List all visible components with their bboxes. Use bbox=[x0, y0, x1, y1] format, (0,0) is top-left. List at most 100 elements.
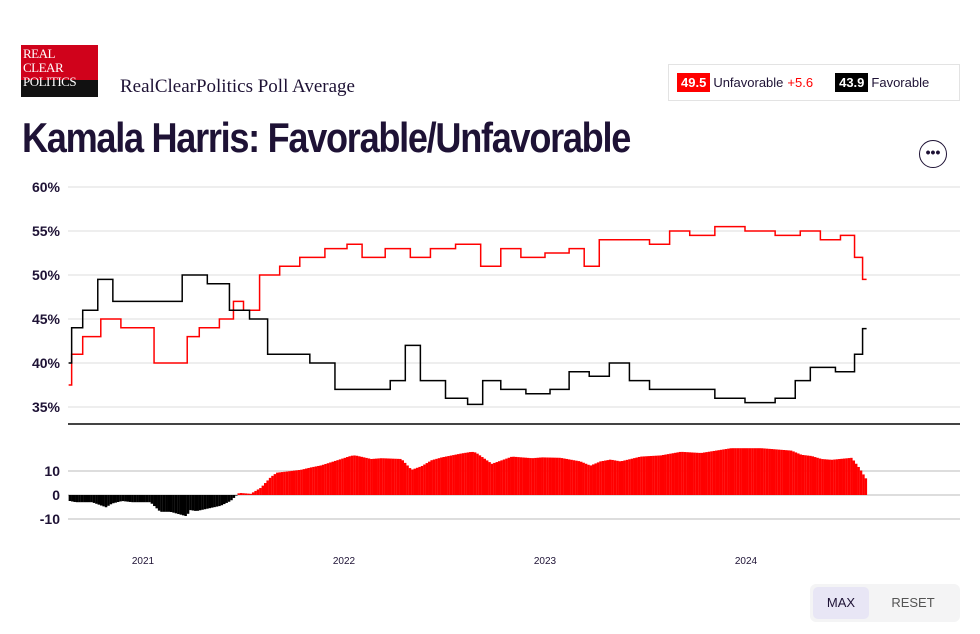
spread-bar bbox=[524, 457, 527, 495]
spread-bar bbox=[244, 493, 248, 495]
spread-bar bbox=[572, 460, 576, 495]
spread-bar bbox=[408, 468, 412, 495]
spread-bar bbox=[374, 458, 378, 495]
x-tick-label: 2022 bbox=[333, 556, 356, 567]
spread-bar bbox=[724, 449, 728, 495]
spread-bar bbox=[859, 470, 863, 495]
spread-bar bbox=[430, 460, 433, 495]
spread-bar bbox=[437, 458, 441, 495]
spread-bar bbox=[360, 456, 363, 495]
spread-bar bbox=[784, 450, 788, 495]
spread-bar bbox=[702, 452, 706, 495]
spread-bar bbox=[719, 449, 723, 495]
spread-bar bbox=[136, 495, 139, 503]
spread-bar bbox=[372, 458, 376, 495]
spread-bar bbox=[237, 493, 240, 495]
spread-bar bbox=[760, 448, 764, 495]
spread-bar bbox=[801, 454, 805, 495]
spread-bar bbox=[423, 464, 426, 495]
spread-bar bbox=[857, 466, 860, 495]
spread-bar bbox=[553, 457, 556, 495]
spread-bar bbox=[162, 495, 166, 512]
spread-bar bbox=[314, 466, 318, 495]
spread-bar bbox=[555, 457, 559, 495]
spread-value: +5.6 bbox=[787, 75, 814, 90]
spread-bar bbox=[432, 459, 436, 495]
spread-bar bbox=[348, 456, 351, 495]
spread-bar bbox=[768, 448, 771, 495]
rcp-logo[interactable]: REAL CLEAR POLITICS bbox=[21, 45, 98, 97]
spread-bar bbox=[336, 460, 339, 495]
spread-bar bbox=[196, 495, 199, 511]
spread-bar bbox=[179, 495, 183, 515]
spread-bar bbox=[842, 458, 846, 495]
spread-bar bbox=[729, 448, 733, 495]
spread-bar bbox=[249, 493, 253, 495]
spread-bar bbox=[623, 460, 626, 495]
spread-bar bbox=[828, 459, 831, 495]
spread-bar bbox=[150, 495, 154, 504]
spread-bar bbox=[403, 462, 407, 495]
series-line-unfavorable bbox=[68, 225, 867, 386]
spread-bar bbox=[683, 452, 687, 495]
spread-bar bbox=[510, 456, 513, 495]
spread-bar bbox=[78, 495, 81, 503]
spread-bar bbox=[640, 456, 643, 495]
more-options-button[interactable]: ••• bbox=[919, 140, 947, 168]
spread-bar bbox=[157, 495, 161, 511]
spread-bar bbox=[674, 452, 677, 495]
favorable-label: Favorable bbox=[871, 75, 930, 90]
spread-bar bbox=[256, 489, 260, 495]
spread-bar bbox=[493, 462, 496, 495]
spread-bar bbox=[191, 495, 195, 511]
spread-bar bbox=[97, 495, 101, 505]
spread-bar bbox=[379, 458, 383, 495]
spread-bar bbox=[290, 470, 294, 495]
spread-bar bbox=[666, 454, 670, 495]
spread-bar bbox=[782, 449, 786, 495]
spread-bar bbox=[391, 458, 395, 495]
spread-bar bbox=[461, 453, 465, 495]
spread-bar bbox=[512, 456, 515, 495]
spread-bar bbox=[852, 460, 856, 495]
spread-bar bbox=[526, 457, 530, 495]
page-title: Kamala Harris: Favorable/Unfavorable bbox=[22, 114, 631, 161]
reset-button[interactable]: RESET bbox=[891, 595, 935, 610]
spread-bar bbox=[599, 461, 602, 495]
spread-bar bbox=[712, 450, 716, 495]
spread-bar bbox=[92, 495, 96, 503]
spread-bar bbox=[464, 452, 467, 495]
spread-bar bbox=[177, 495, 180, 515]
y-tick-label: 10 bbox=[44, 463, 60, 479]
spread-bar bbox=[649, 455, 653, 495]
x-tick-label: 2021 bbox=[132, 556, 155, 567]
spread-bar bbox=[165, 495, 168, 512]
spread-bar bbox=[333, 460, 337, 495]
spread-bar bbox=[789, 450, 793, 495]
spread-bar bbox=[208, 495, 212, 509]
spread-bar bbox=[717, 450, 720, 495]
spread-bar bbox=[645, 456, 648, 495]
spread-bar bbox=[743, 448, 747, 495]
spread-bar bbox=[203, 495, 207, 510]
spread-bar bbox=[652, 455, 655, 495]
spread-bar bbox=[232, 495, 236, 498]
spread-bar bbox=[382, 458, 385, 495]
spread-bar bbox=[167, 495, 171, 512]
spread-bar bbox=[611, 459, 614, 495]
spread-bar bbox=[288, 471, 291, 495]
spread-bar bbox=[686, 452, 689, 495]
spread-bar bbox=[613, 460, 617, 495]
spread-bar bbox=[816, 457, 819, 495]
spread-bar bbox=[119, 495, 122, 502]
max-button[interactable]: MAX bbox=[813, 587, 869, 619]
spread-bar bbox=[266, 480, 269, 495]
spread-bar bbox=[321, 464, 325, 495]
spread-bar bbox=[428, 461, 431, 495]
spread-bar bbox=[456, 454, 460, 495]
spread-bar bbox=[155, 495, 158, 509]
spread-bar bbox=[558, 457, 561, 495]
spread-bar bbox=[259, 488, 262, 495]
spread-bar bbox=[770, 449, 774, 495]
